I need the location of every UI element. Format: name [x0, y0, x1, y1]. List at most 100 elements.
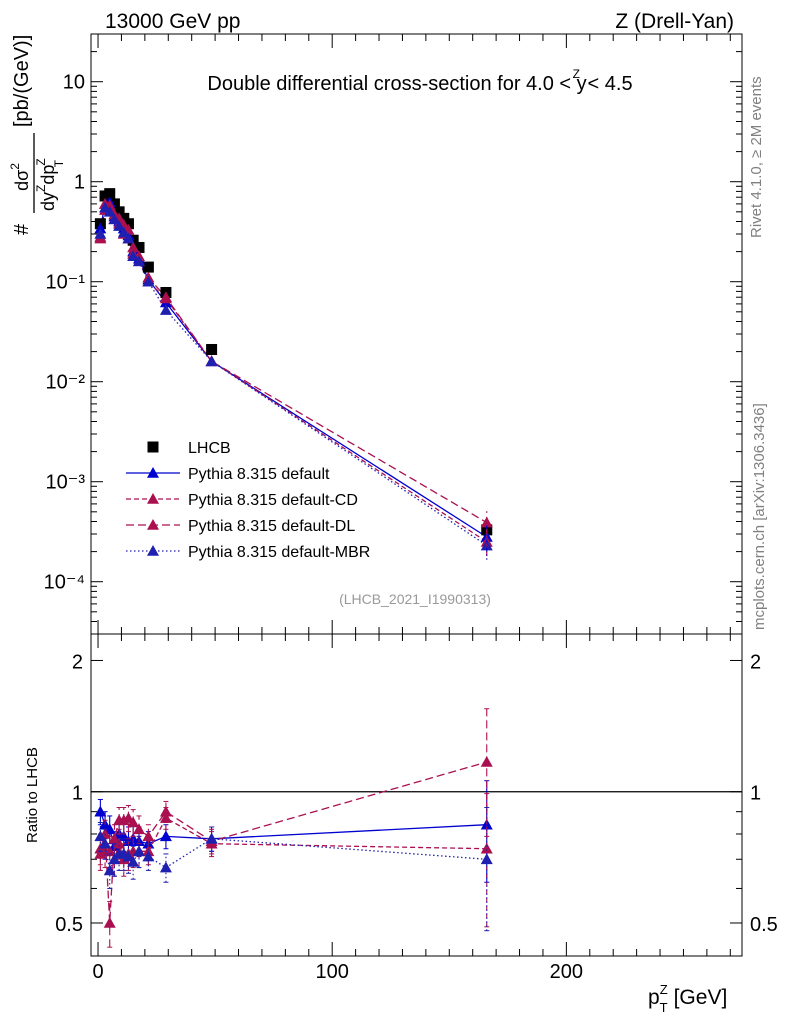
legend-marker [147, 545, 159, 556]
title-sup: Z [573, 67, 580, 81]
ratio-point [133, 823, 146, 835]
ratio-point [108, 832, 121, 844]
xlabel-sup: Z [660, 982, 668, 997]
legend-marker [147, 493, 159, 504]
title-pre: Double differential cross-section for 4.… [207, 73, 576, 95]
series-line [99, 201, 488, 538]
ratio-ytick-label: 0.5 [55, 914, 83, 936]
ratio-point [159, 861, 172, 873]
ratio-point [159, 830, 172, 842]
mcplots-label: mcplots.cern.ch [arXiv:1306.3436] [751, 403, 768, 630]
data-point [206, 343, 218, 355]
main-panel: 10⁻⁴ 10⁻³ 10⁻² 10⁻¹ 1 10 Double differential … [44, 33, 743, 635]
ylabel-numerator: dσ2 [8, 163, 32, 191]
mc-point [127, 250, 140, 261]
ratio-point [159, 805, 172, 817]
process-label: Z (Drell-Yan) [615, 10, 734, 33]
ylabel-denominator: dyZdpZ T [34, 158, 66, 211]
ratio-point [142, 830, 155, 842]
legend-marker [147, 519, 159, 530]
ratio-point [94, 830, 107, 842]
main-ytick-label: 10⁻⁴ [44, 572, 85, 594]
ratio-point [122, 850, 135, 862]
mc-point [127, 241, 140, 253]
mc-point [133, 255, 146, 267]
ratio-point [127, 816, 140, 828]
mc-point [142, 275, 155, 287]
main-ylabel: # dσ2 dyZdpZ T [pb/(GeV)] [8, 35, 66, 235]
ratio-ytick-label-right: 2 [750, 651, 761, 673]
legend-marker [147, 441, 159, 453]
ratio-point [99, 837, 112, 849]
ratio-point [103, 916, 116, 928]
mc-point [159, 304, 172, 315]
ratio-point [94, 805, 107, 817]
xlabel-unit: [GeV] [674, 986, 728, 1009]
ratio-line [99, 761, 487, 924]
mc-point [113, 220, 126, 231]
main-marks [94, 188, 493, 560]
data-point [133, 241, 145, 253]
ratio-point [142, 850, 155, 862]
main-ytick-label: 10⁻² [46, 372, 86, 394]
xlabel-sub: T [660, 1000, 668, 1015]
ratio-point [103, 864, 116, 876]
data-point [108, 198, 120, 210]
ratio-point [480, 853, 493, 865]
xtick-label: 100 [316, 961, 349, 983]
mc-point [94, 228, 107, 239]
ratio-line [99, 811, 487, 849]
data-point [104, 188, 116, 200]
ratio-point [480, 842, 493, 854]
ylabel-hash: # [11, 223, 33, 235]
ylabel-unit: [pb/(GeV)] [11, 35, 33, 127]
ratio-point [480, 755, 493, 767]
legend-label: Pythia 8.315 default-MBR [188, 544, 370, 561]
main-ticks: 10⁻⁴ 10⁻³ 10⁻² 10⁻¹ 1 10 [44, 33, 742, 635]
analysis-reference: (LHCB_2021_I1990313) [339, 591, 491, 607]
ratio-panel: 0.5 0.5 1 1 2 2 0 100 200 [55, 633, 778, 983]
ratio-point [103, 845, 116, 857]
mc-point [103, 205, 116, 217]
ratio-point [133, 845, 146, 857]
mc-point [108, 213, 121, 225]
xtick-label: 200 [550, 961, 583, 983]
ratio-ticks: 0.5 0.5 1 1 2 2 0 100 200 [55, 634, 778, 983]
mc-point [122, 232, 135, 244]
ratio-line [100, 817, 487, 861]
xtick-label: 0 [92, 961, 103, 983]
data-point [142, 261, 154, 273]
xlabel: pZ T [GeV] [648, 982, 727, 1015]
legend-label: Pythia 8.315 default-CD [188, 492, 358, 509]
data-point [122, 218, 134, 230]
legend: LHCB Pythia 8.315 default Pythia 8.315 def… [126, 440, 370, 561]
legend-marker [147, 467, 159, 478]
title-var: y [577, 73, 587, 95]
ratio-ytick-label: 1 [72, 783, 83, 805]
legend-label: Pythia 8.315 default [188, 466, 330, 483]
ratio-point [127, 855, 140, 867]
xlabel-base: p [648, 986, 660, 1009]
ratio-frame [90, 633, 743, 957]
energy-label: 13000 GeV pp [105, 10, 240, 33]
main-ytick-label: 10⁻¹ [46, 272, 86, 294]
main-ytick-label: 10⁻³ [46, 472, 86, 494]
mc-point [94, 222, 107, 234]
mc-point [205, 355, 218, 367]
mc-point [159, 291, 172, 303]
title-post: < 4.5 [582, 73, 633, 95]
legend-label: LHCB [188, 440, 231, 457]
data-point [113, 206, 125, 218]
main-ytick-label: 1 [74, 172, 85, 194]
ratio-ytick-label-right: 0.5 [750, 914, 778, 936]
ratio-point [205, 832, 218, 844]
ratio-marks [94, 708, 493, 948]
ratio-ytick-label: 2 [72, 651, 83, 673]
ratio-ytick-label-right: 1 [750, 783, 761, 805]
rivet-label: Rivet 4.1.0, ≥ 2M events [748, 76, 765, 238]
mc-point [117, 226, 130, 238]
plot-title: Double differential cross-section for 4.… [207, 67, 632, 95]
main-ytick-label: 10 [63, 72, 85, 94]
legend-label: Pythia 8.315 default-DL [188, 518, 355, 535]
